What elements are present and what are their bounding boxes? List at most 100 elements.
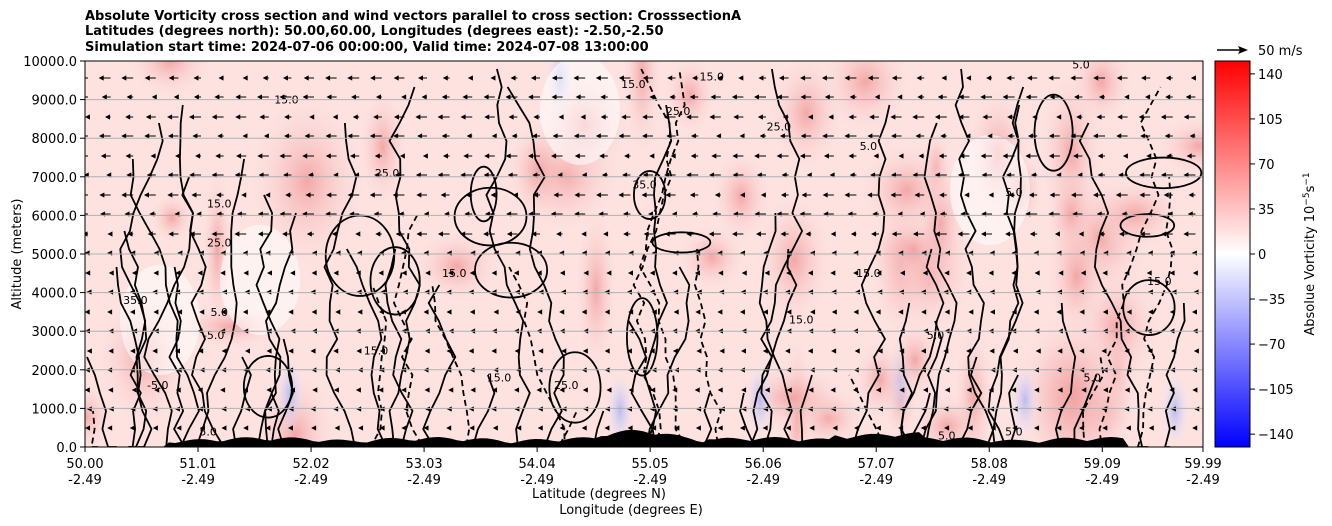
wind-vector-head [876, 270, 882, 276]
wind-vector-head [867, 133, 873, 139]
x-tick-label-lat: 59.09 [1084, 457, 1121, 472]
colorbar-tick-label: 140 [1258, 68, 1283, 83]
wind-vector-head [333, 387, 339, 393]
wind-vector-head [582, 387, 588, 393]
wind-vector-head [304, 133, 310, 139]
title-line-1: Absolute Vorticity cross section and win… [85, 9, 742, 24]
wind-vector-head [690, 153, 696, 159]
wind-vector-head [934, 231, 940, 237]
colorbar-tick-label: −70 [1258, 338, 1285, 353]
wind-vector-head [966, 75, 972, 81]
wind-vector-head [1012, 406, 1018, 412]
contour-line [1049, 302, 1077, 447]
wind-vector-head [650, 387, 656, 393]
wind-vector-head [666, 133, 672, 139]
x-axis-label-2: Longitude (degrees E) [559, 503, 703, 518]
wind-vector-head [552, 133, 558, 139]
contour-loop [633, 170, 667, 220]
wind-vector-head [604, 406, 610, 412]
contour-line [168, 266, 186, 447]
y-tick-label: 3000.0 [32, 325, 78, 340]
colorbar-tick-label: −140 [1258, 428, 1294, 443]
wind-vector-head [401, 309, 407, 315]
wind-vector-head [621, 114, 627, 120]
neutral-region [540, 61, 620, 165]
wind-vector-head [121, 75, 127, 81]
wind-vector-head [740, 289, 746, 295]
wind-vector-head [830, 270, 836, 276]
wind-vector-head [77, 75, 82, 80]
wind-vector-head [1080, 270, 1086, 276]
wind-vector-head [604, 348, 610, 354]
contour-label: 15.0 [207, 198, 232, 211]
wind-vector-head [441, 133, 447, 139]
wind-vector-head [831, 309, 837, 315]
y-tick-label: 9000.0 [32, 94, 78, 109]
wind-vector-head [1056, 309, 1062, 315]
x-tick-label-lat: 57.07 [858, 457, 895, 472]
wind-vector-head [1194, 406, 1200, 412]
wind-vector-head [446, 309, 452, 315]
wind-vector-head [403, 406, 409, 412]
warm-anomaly [414, 229, 500, 303]
wind-vector-head [513, 270, 519, 276]
wind-vector-head [402, 289, 408, 295]
wind-vector-head [442, 153, 448, 159]
wind-vector-head [506, 231, 512, 237]
wind-vector-head [191, 192, 197, 198]
wind-vector-head [1097, 153, 1103, 159]
warm-anomaly [574, 205, 618, 375]
wind-vector-head [762, 309, 768, 315]
wind-vector-head [401, 270, 407, 276]
wind-vector-head [988, 192, 994, 198]
wind-vector-head [1007, 114, 1013, 120]
wind-vector-head [900, 270, 906, 276]
wind-vector-head [1124, 406, 1130, 412]
wind-vector-head [422, 153, 428, 159]
wind-vector-head [311, 309, 317, 315]
wind-vector-head [373, 114, 379, 120]
wind-vector-head [830, 231, 836, 237]
wind-vector-head [785, 406, 791, 412]
contour-label: 35.0 [632, 178, 657, 191]
wind-vector-head [686, 231, 692, 237]
wind-vector-head [938, 153, 944, 159]
wind-vector-head [536, 270, 542, 276]
contour-loop [242, 355, 293, 419]
wind-vector-head [99, 192, 105, 198]
wind-vector-head [583, 270, 589, 276]
wind-vector-head [198, 289, 204, 295]
wind-vector-head [618, 133, 624, 139]
wind-vector-head [152, 425, 158, 431]
x-tick-label-lat: 58.08 [971, 457, 1008, 472]
contour-label: 25.0 [767, 120, 792, 133]
wind-vector-head [311, 425, 317, 431]
wind-vector-head [1002, 94, 1008, 100]
wind-vector-head [257, 153, 263, 159]
wind-vector-head [537, 406, 543, 412]
wind-vector-head [967, 425, 973, 431]
wind-vector-head [899, 406, 905, 412]
wind-vector-head [943, 289, 949, 295]
wind-vector-head [528, 153, 534, 159]
wind-vector-head [78, 192, 83, 197]
wind-vector-head [107, 231, 113, 237]
wind-vector-head [198, 348, 204, 354]
wind-vector-head [957, 231, 963, 237]
wind-vector-head [643, 231, 649, 237]
wind-vector-head [711, 153, 717, 159]
wind-vector-head [626, 289, 632, 295]
wind-vector-head [559, 309, 565, 315]
contour-line [904, 392, 931, 447]
wind-vector-head [380, 289, 386, 295]
wind-vector-head [1139, 192, 1145, 198]
wind-vector-head [733, 114, 739, 120]
wind-vector-head [1048, 133, 1054, 139]
wind-vector-head [642, 75, 648, 81]
wind-vector-head [916, 75, 922, 81]
wind-vector-head [596, 192, 602, 198]
wind-vector-head [869, 114, 875, 120]
wind-vector-head [484, 114, 490, 120]
contour-line [746, 248, 798, 447]
